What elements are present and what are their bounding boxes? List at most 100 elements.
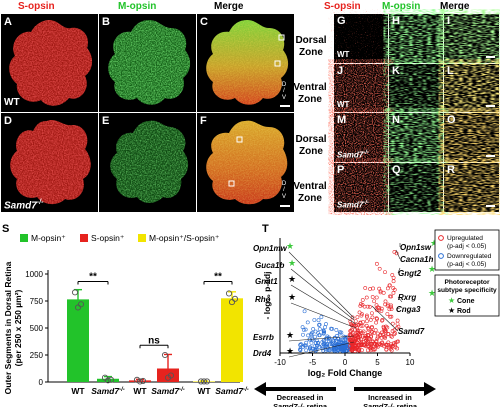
scale-bar-f [280, 205, 290, 207]
volcano-point [385, 286, 390, 291]
panel-label-h: H [392, 15, 400, 27]
sig-label-0: ** [89, 272, 97, 283]
gene-label-down-2: Gnat1 [255, 277, 278, 286]
volcano-point [379, 309, 384, 313]
volcano-x-tick-label-1: -5 [309, 358, 317, 367]
arrow-left-shaft [264, 387, 336, 391]
data-point-1-0-1 [139, 377, 147, 384]
volcano-point [384, 343, 389, 348]
gene-star-down-1: ★ [288, 258, 296, 268]
subtype-legend-title-1: Photoreceptor [444, 279, 489, 286]
header-m-opsin-zoom: M-opsin [382, 1, 421, 12]
panel-d-mutant-s-opsin: D Samd7-/- [1, 113, 98, 212]
subtype-legend-rod-star: ★ [448, 306, 455, 315]
volcano-point [335, 340, 339, 345]
volcano-point [377, 266, 382, 271]
data-point-1-0-2 [136, 378, 144, 385]
volcano-point [298, 346, 303, 351]
retina-flatmount-e [110, 120, 189, 203]
volcano-point [374, 320, 378, 325]
volcano-point [382, 329, 387, 334]
panel-label-d: D [4, 115, 12, 127]
gene-star-down-4: ★ [286, 330, 294, 340]
retina-flatmount-d [10, 120, 91, 205]
volcano-point [324, 322, 328, 326]
volcano-point [392, 287, 397, 292]
panel-r [444, 163, 499, 212]
arrow-left-head [254, 382, 266, 396]
volcano-point [374, 303, 379, 308]
volcano-point [383, 270, 387, 274]
volcano-point [358, 320, 363, 325]
volcano-point [335, 336, 340, 341]
volcano-point [330, 347, 334, 352]
volcano-point [364, 315, 369, 319]
volcano-point [298, 342, 303, 347]
volcano-point [383, 302, 388, 307]
volcano-point [356, 337, 360, 342]
volcano-point [339, 348, 344, 353]
volcano-point [305, 320, 310, 325]
volcano-point [359, 313, 364, 318]
volcano-point [385, 312, 390, 316]
volcano-point [391, 279, 396, 284]
volcano-point [381, 290, 386, 295]
volcano-legend-label-0: Upregulated (p-adj < 0.05) [447, 235, 486, 250]
volcano-point [379, 306, 384, 311]
gene-label-up-4: Cnga3 [396, 305, 421, 314]
volcano-point [324, 348, 328, 353]
volcano-point [386, 332, 390, 336]
volcano-point [365, 330, 370, 335]
gene-star-up-2: ★ [428, 264, 436, 274]
volcano-point [353, 347, 358, 352]
volcano-point [370, 311, 374, 316]
data-point-0-0-1 [77, 301, 85, 308]
volcano-point [353, 338, 358, 343]
panel-label-s: S [2, 223, 10, 235]
volcano-plot: -10 -5 0 5 10 log₂ Fold Change - log₁₀ p-adj Op… [253, 229, 500, 407]
roi-box-dorsal-f [236, 136, 243, 143]
volcano-point [363, 335, 368, 340]
zone-label-ventral-mutant: Ventral Zone [293, 181, 327, 204]
volcano-point [366, 327, 371, 332]
gene-leader-down-5 [288, 341, 355, 358]
panel-c-wt-merge: C D / V [197, 14, 294, 112]
volcano-point [315, 343, 320, 348]
volcano-point [299, 342, 303, 347]
volcano-point [387, 345, 391, 350]
volcano-point [395, 339, 400, 344]
gene-star-up-3: ★ [428, 288, 436, 298]
x-tick-label-2: WT [133, 386, 147, 396]
x-tick-label-0: WT [71, 386, 85, 396]
volcano-point [364, 313, 369, 318]
data-point-2-1-2 [228, 299, 236, 306]
volcano-point [373, 347, 377, 352]
volcano-point [381, 332, 386, 337]
panel-h [389, 14, 443, 63]
volcano-point [374, 340, 379, 344]
legend-label-2: M-opsin⁺/S-opsin⁺ [149, 233, 220, 243]
panel-label-g: G [337, 15, 346, 27]
gene-label-up-1: Cacna1h [400, 255, 433, 264]
volcano-point [370, 315, 375, 320]
volcano-point [351, 342, 355, 347]
volcano-point [345, 346, 350, 351]
panel-label-o: O [447, 114, 456, 126]
gene-leader-up-2 [397, 267, 401, 274]
volcano-point [323, 325, 327, 330]
volcano-point [379, 335, 384, 340]
gene-leader-down-4 [288, 335, 355, 342]
volcano-point [375, 336, 380, 341]
volcano-point [373, 342, 378, 346]
panel-label-n: N [392, 114, 400, 126]
volcano-point [336, 347, 341, 352]
volcano-point [310, 346, 315, 351]
volcano-point [388, 314, 392, 319]
volcano-point [387, 307, 392, 312]
panel-a-wt-s-opsin: A WT [1, 14, 98, 112]
volcano-point [351, 341, 356, 346]
orientation-dv-c: D / V [281, 82, 287, 101]
volcano-legend-swatch-0 [438, 235, 444, 241]
volcano-point [379, 341, 384, 345]
volcano-point [323, 342, 328, 346]
